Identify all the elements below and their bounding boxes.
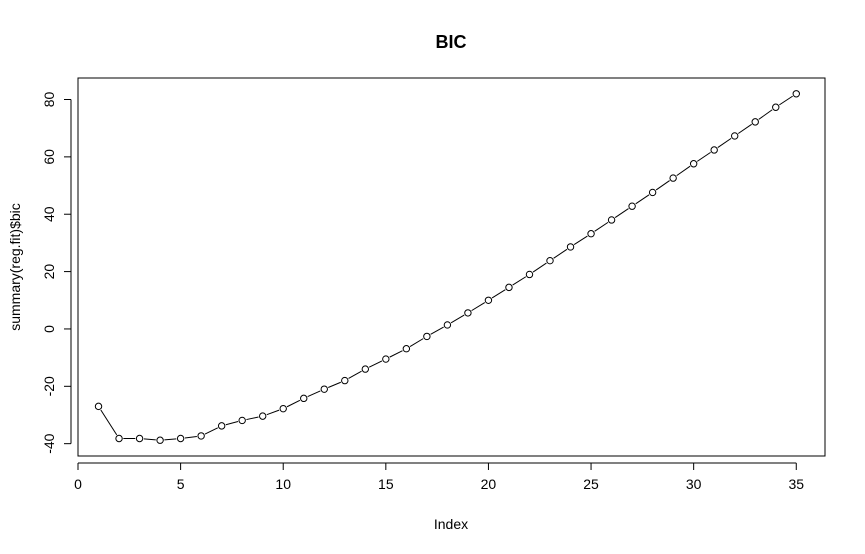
chart-title: BIC [436,32,467,52]
x-axis: 0 5 10 15 20 25 30 35 [74,462,804,492]
y-tick-label: -40 [41,433,57,453]
data-point [464,309,472,317]
series-segment [635,194,650,205]
data-point [238,416,246,425]
data-point [566,243,575,251]
data-point [772,103,780,111]
x-tick-label: 25 [583,476,599,492]
series-segment [532,262,547,273]
series-segment [100,409,118,436]
data-point [423,332,431,341]
y-tick-label: 40 [41,206,57,222]
y-tick-label: 80 [41,92,57,108]
series-segment [307,390,321,398]
data-point [710,146,718,154]
series-segment [655,180,670,191]
series-segment [717,137,732,148]
data-point [115,434,123,443]
data-point [505,283,513,292]
data-point [135,434,144,443]
series-segment [246,416,259,421]
series-segment [737,123,752,134]
series-segment [348,370,362,379]
data-point [648,188,657,197]
series-segment [512,276,527,286]
x-axis-label: Index [434,516,468,532]
data-point [382,355,390,363]
data-point [156,436,164,444]
series-segment [328,381,342,388]
data-point [587,230,595,238]
series-segment [491,289,506,299]
series-segment [184,435,197,439]
x-tick-label: 0 [74,476,82,492]
data-point [792,90,800,98]
x-tick-label: 20 [481,476,497,492]
data-point [300,394,308,403]
series-layer [94,90,800,444]
y-tick-label: 0 [41,325,57,333]
x-tick-label: 10 [275,476,291,492]
data-point [258,412,267,420]
series-segment [204,427,219,435]
data-point [669,174,677,182]
x-tick-label: 5 [177,476,185,492]
series-segment [553,248,568,259]
data-point [607,216,616,224]
series-segment [594,221,609,232]
series-segment [368,360,383,368]
data-point [546,256,554,265]
data-point [402,345,411,353]
data-point [320,385,328,393]
data-point [443,321,452,329]
series-segment [389,350,403,358]
series-segment [143,438,156,441]
series-segment [430,326,444,335]
data-point [176,434,185,443]
data-point [197,432,205,440]
series-segment [676,165,691,177]
data-point [731,132,739,140]
data-point [525,270,534,279]
data-point [217,422,226,430]
data-point [341,376,349,385]
series-segment [225,421,239,426]
data-point [279,404,287,413]
data-point [484,296,493,304]
series-segment [471,302,486,312]
y-axis-label: summary(reg.fit)$bic [7,203,23,331]
y-axis: -40 -20 0 20 40 60 80 [41,92,72,454]
series-segment [573,235,588,246]
data-point [689,160,698,168]
y-tick-label: -20 [41,376,57,396]
y-tick-label: 60 [41,149,57,165]
data-point [94,402,103,411]
data-point [751,118,759,126]
series-segment [779,95,793,106]
x-tick-label: 35 [788,476,804,492]
series-segment [409,338,424,347]
plot-frame [77,77,826,457]
x-tick-label: 30 [686,476,702,492]
data-point [628,202,636,210]
y-tick-label: 20 [41,264,57,280]
series-segment [696,151,711,162]
series-segment [266,409,280,416]
data-point [361,365,370,373]
x-tick-label: 15 [378,476,394,492]
series-segment [164,438,177,441]
series-segment [758,109,773,120]
series-segment [450,314,465,324]
series-segment [286,399,301,408]
series-segment [614,208,629,218]
